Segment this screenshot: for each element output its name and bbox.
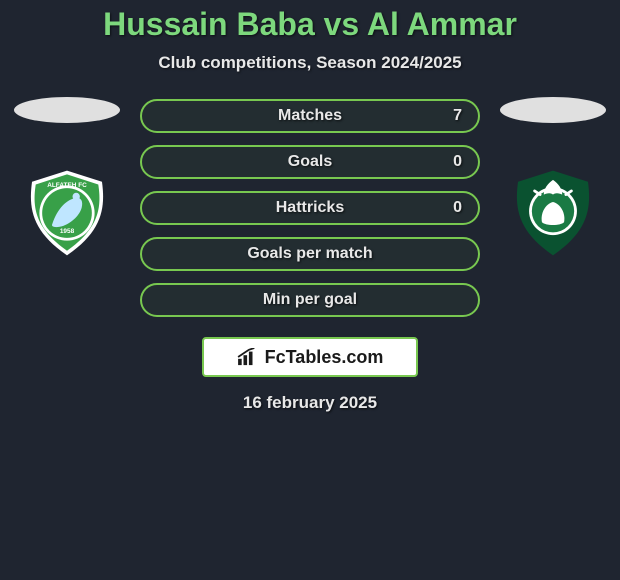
right-player-oval (500, 97, 606, 123)
stats-column: Matches 7 Goals 0 Hattricks 0 Goals per … (140, 99, 480, 317)
svg-text:ALFATEH FC: ALFATEH FC (47, 182, 87, 189)
left-club-crest: ALFATEH FC 1958 (21, 167, 113, 259)
stat-row-matches: Matches 7 (140, 99, 480, 133)
stat-value: 0 (453, 153, 462, 171)
subtitle: Club competitions, Season 2024/2025 (0, 53, 620, 73)
left-column: ALFATEH FC 1958 (12, 99, 122, 259)
stat-label: Hattricks (276, 199, 344, 217)
svg-text:1958: 1958 (60, 228, 75, 235)
left-player-oval (14, 97, 120, 123)
stat-label: Goals (288, 153, 332, 171)
stat-label: Min per goal (263, 291, 357, 309)
date-text: 16 february 2025 (0, 393, 620, 413)
stat-row-gpm: Goals per match (140, 237, 480, 271)
stat-row-hattricks: Hattricks 0 (140, 191, 480, 225)
page-title: Hussain Baba vs Al Ammar (0, 6, 620, 43)
fctables-logo[interactable]: FcTables.com (202, 337, 418, 377)
right-column (498, 99, 608, 259)
stat-label: Goals per match (247, 245, 372, 263)
stat-row-mpg: Min per goal (140, 283, 480, 317)
fctables-text: FcTables.com (265, 347, 384, 368)
main-row: ALFATEH FC 1958 Matches 7 Goals 0 Hattri… (0, 99, 620, 317)
stat-value: 7 (453, 107, 462, 125)
stat-label: Matches (278, 107, 342, 125)
bar-chart-icon (237, 348, 259, 366)
stat-row-goals: Goals 0 (140, 145, 480, 179)
stat-value: 0 (453, 199, 462, 217)
right-club-crest (507, 167, 599, 259)
